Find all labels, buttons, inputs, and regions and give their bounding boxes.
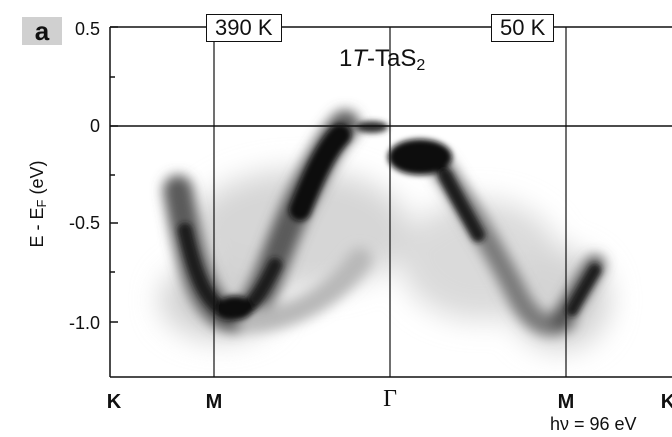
material-label: 1T-TaS2	[339, 45, 425, 80]
temperature-label-left: 390 K	[206, 14, 282, 42]
material-prefix: 1	[339, 45, 353, 72]
x-tick-label: Γ	[383, 386, 397, 412]
y-ticks	[110, 26, 118, 323]
y-tick-label: -0.5	[68, 213, 100, 233]
material-name: -TaS	[367, 45, 417, 72]
band-390k-core	[178, 121, 388, 321]
band-50k-core	[388, 139, 601, 316]
material-subscript: 2	[416, 57, 426, 74]
x-tick-label: M	[205, 391, 223, 413]
x-tick-label: M	[557, 391, 575, 413]
photon-energy-label: hν = 96 eV	[550, 414, 637, 434]
x-tick-label: K	[106, 391, 122, 413]
temperature-label-right: 50 K	[491, 14, 555, 42]
x-tick-label: K	[660, 391, 672, 413]
material-italic: T	[352, 45, 368, 72]
panel-label: a	[22, 17, 62, 45]
y-tick-label: -1.0	[68, 313, 100, 333]
y-tick-label: 0	[89, 116, 100, 136]
y-tick-label: 0.5	[74, 19, 100, 39]
